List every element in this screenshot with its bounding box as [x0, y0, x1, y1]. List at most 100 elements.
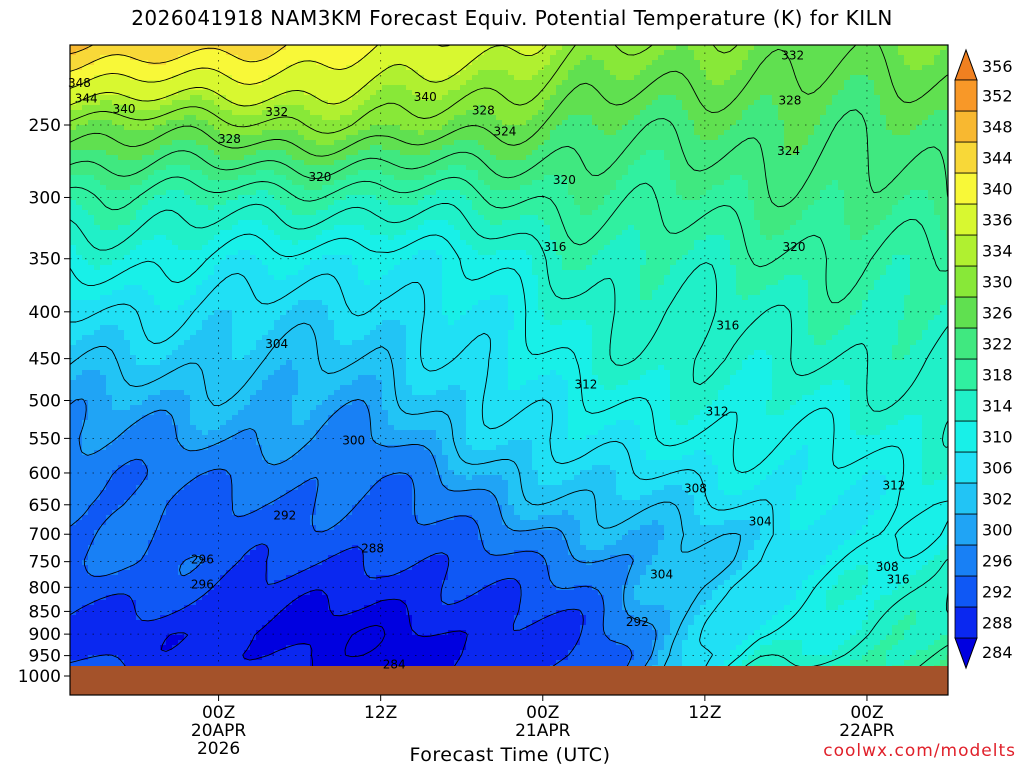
field-cell: [820, 145, 827, 151]
field-cell: [646, 110, 653, 116]
field-cell: [634, 65, 641, 71]
field-cell: [436, 90, 443, 96]
field-cell: [940, 190, 947, 196]
field-cell: [118, 50, 125, 56]
field-cell: [598, 50, 605, 56]
field-cell: [250, 45, 257, 51]
field-cell: [742, 190, 749, 196]
field-cell: [130, 60, 137, 66]
field-cell: [130, 110, 137, 116]
field-cell: [736, 175, 743, 181]
field-cell: [898, 155, 905, 161]
field-cell: [544, 45, 551, 51]
field-cell: [862, 165, 869, 171]
field-cell: [700, 100, 707, 106]
field-cell: [598, 115, 605, 121]
field-cell: [166, 140, 173, 146]
field-cell: [916, 175, 923, 181]
field-cell: [520, 155, 527, 161]
field-cell: [598, 130, 605, 136]
field-cell: [532, 125, 539, 131]
field-cell: [76, 80, 83, 86]
field-cell: [406, 125, 413, 131]
field-cell: [334, 140, 341, 146]
field-cell: [298, 185, 305, 191]
field-cell: [742, 55, 749, 61]
field-cell: [400, 75, 407, 81]
field-cell: [820, 195, 827, 201]
field-cell: [640, 190, 647, 196]
field-cell: [136, 65, 143, 71]
field-cell: [262, 95, 269, 101]
field-cell: [508, 155, 515, 161]
field-cell: [904, 60, 911, 66]
field-cell: [688, 85, 695, 91]
field-cell: [868, 125, 875, 131]
field-cell: [280, 95, 287, 101]
field-cell: [652, 150, 659, 156]
field-cell: [256, 205, 263, 211]
field-cell: [130, 205, 137, 211]
field-cell: [106, 120, 113, 126]
field-cell: [334, 70, 341, 76]
field-cell: [514, 200, 521, 206]
field-cell: [598, 140, 605, 146]
field-cell: [154, 130, 161, 136]
field-cell: [448, 170, 455, 176]
field-cell: [790, 210, 797, 216]
field-cell: [652, 210, 659, 216]
field-cell: [622, 140, 629, 146]
field-cell: [232, 160, 239, 166]
field-cell: [592, 185, 599, 191]
field-cell: [796, 130, 803, 136]
field-cell: [580, 95, 587, 101]
field-cell: [424, 155, 431, 161]
field-cell: [544, 90, 551, 96]
field-cell: [712, 110, 719, 116]
field-cell: [850, 145, 857, 151]
field-cell: [466, 120, 473, 126]
field-cell: [238, 185, 245, 191]
field-cell: [472, 200, 479, 206]
field-cell: [352, 185, 359, 191]
field-cell: [484, 50, 491, 56]
field-cell: [310, 165, 317, 171]
field-cell: [370, 145, 377, 151]
field-cell: [100, 160, 107, 166]
field-cell: [664, 190, 671, 196]
field-cell: [358, 60, 365, 66]
field-cell: [580, 175, 587, 181]
field-cell: [772, 95, 779, 101]
field-cell: [730, 145, 737, 151]
field-cell: [430, 50, 437, 56]
field-cell: [658, 125, 665, 131]
field-cell: [124, 80, 131, 86]
field-cell: [706, 210, 713, 216]
field-cell: [520, 60, 527, 66]
field-cell: [946, 135, 948, 141]
field-cell: [88, 145, 95, 151]
field-cell: [814, 200, 821, 206]
field-cell: [658, 110, 665, 116]
field-cell: [730, 65, 737, 71]
field-cell: [202, 80, 209, 86]
field-cell: [820, 165, 827, 171]
field-cell: [124, 170, 131, 176]
field-cell: [418, 50, 425, 56]
field-cell: [478, 90, 485, 96]
field-cell: [196, 180, 203, 186]
field-cell: [394, 110, 401, 116]
field-cell: [154, 85, 161, 91]
field-cell: [274, 185, 281, 191]
field-cell: [514, 175, 521, 181]
field-cell: [934, 105, 941, 111]
field-cell: [160, 105, 167, 111]
field-cell: [874, 190, 881, 196]
field-cell: [532, 85, 539, 91]
field-cell: [268, 115, 275, 121]
field-cell: [718, 95, 725, 101]
field-cell: [490, 145, 497, 151]
field-cell: [100, 130, 107, 136]
field-cell: [442, 65, 449, 71]
field-cell: [568, 80, 575, 86]
